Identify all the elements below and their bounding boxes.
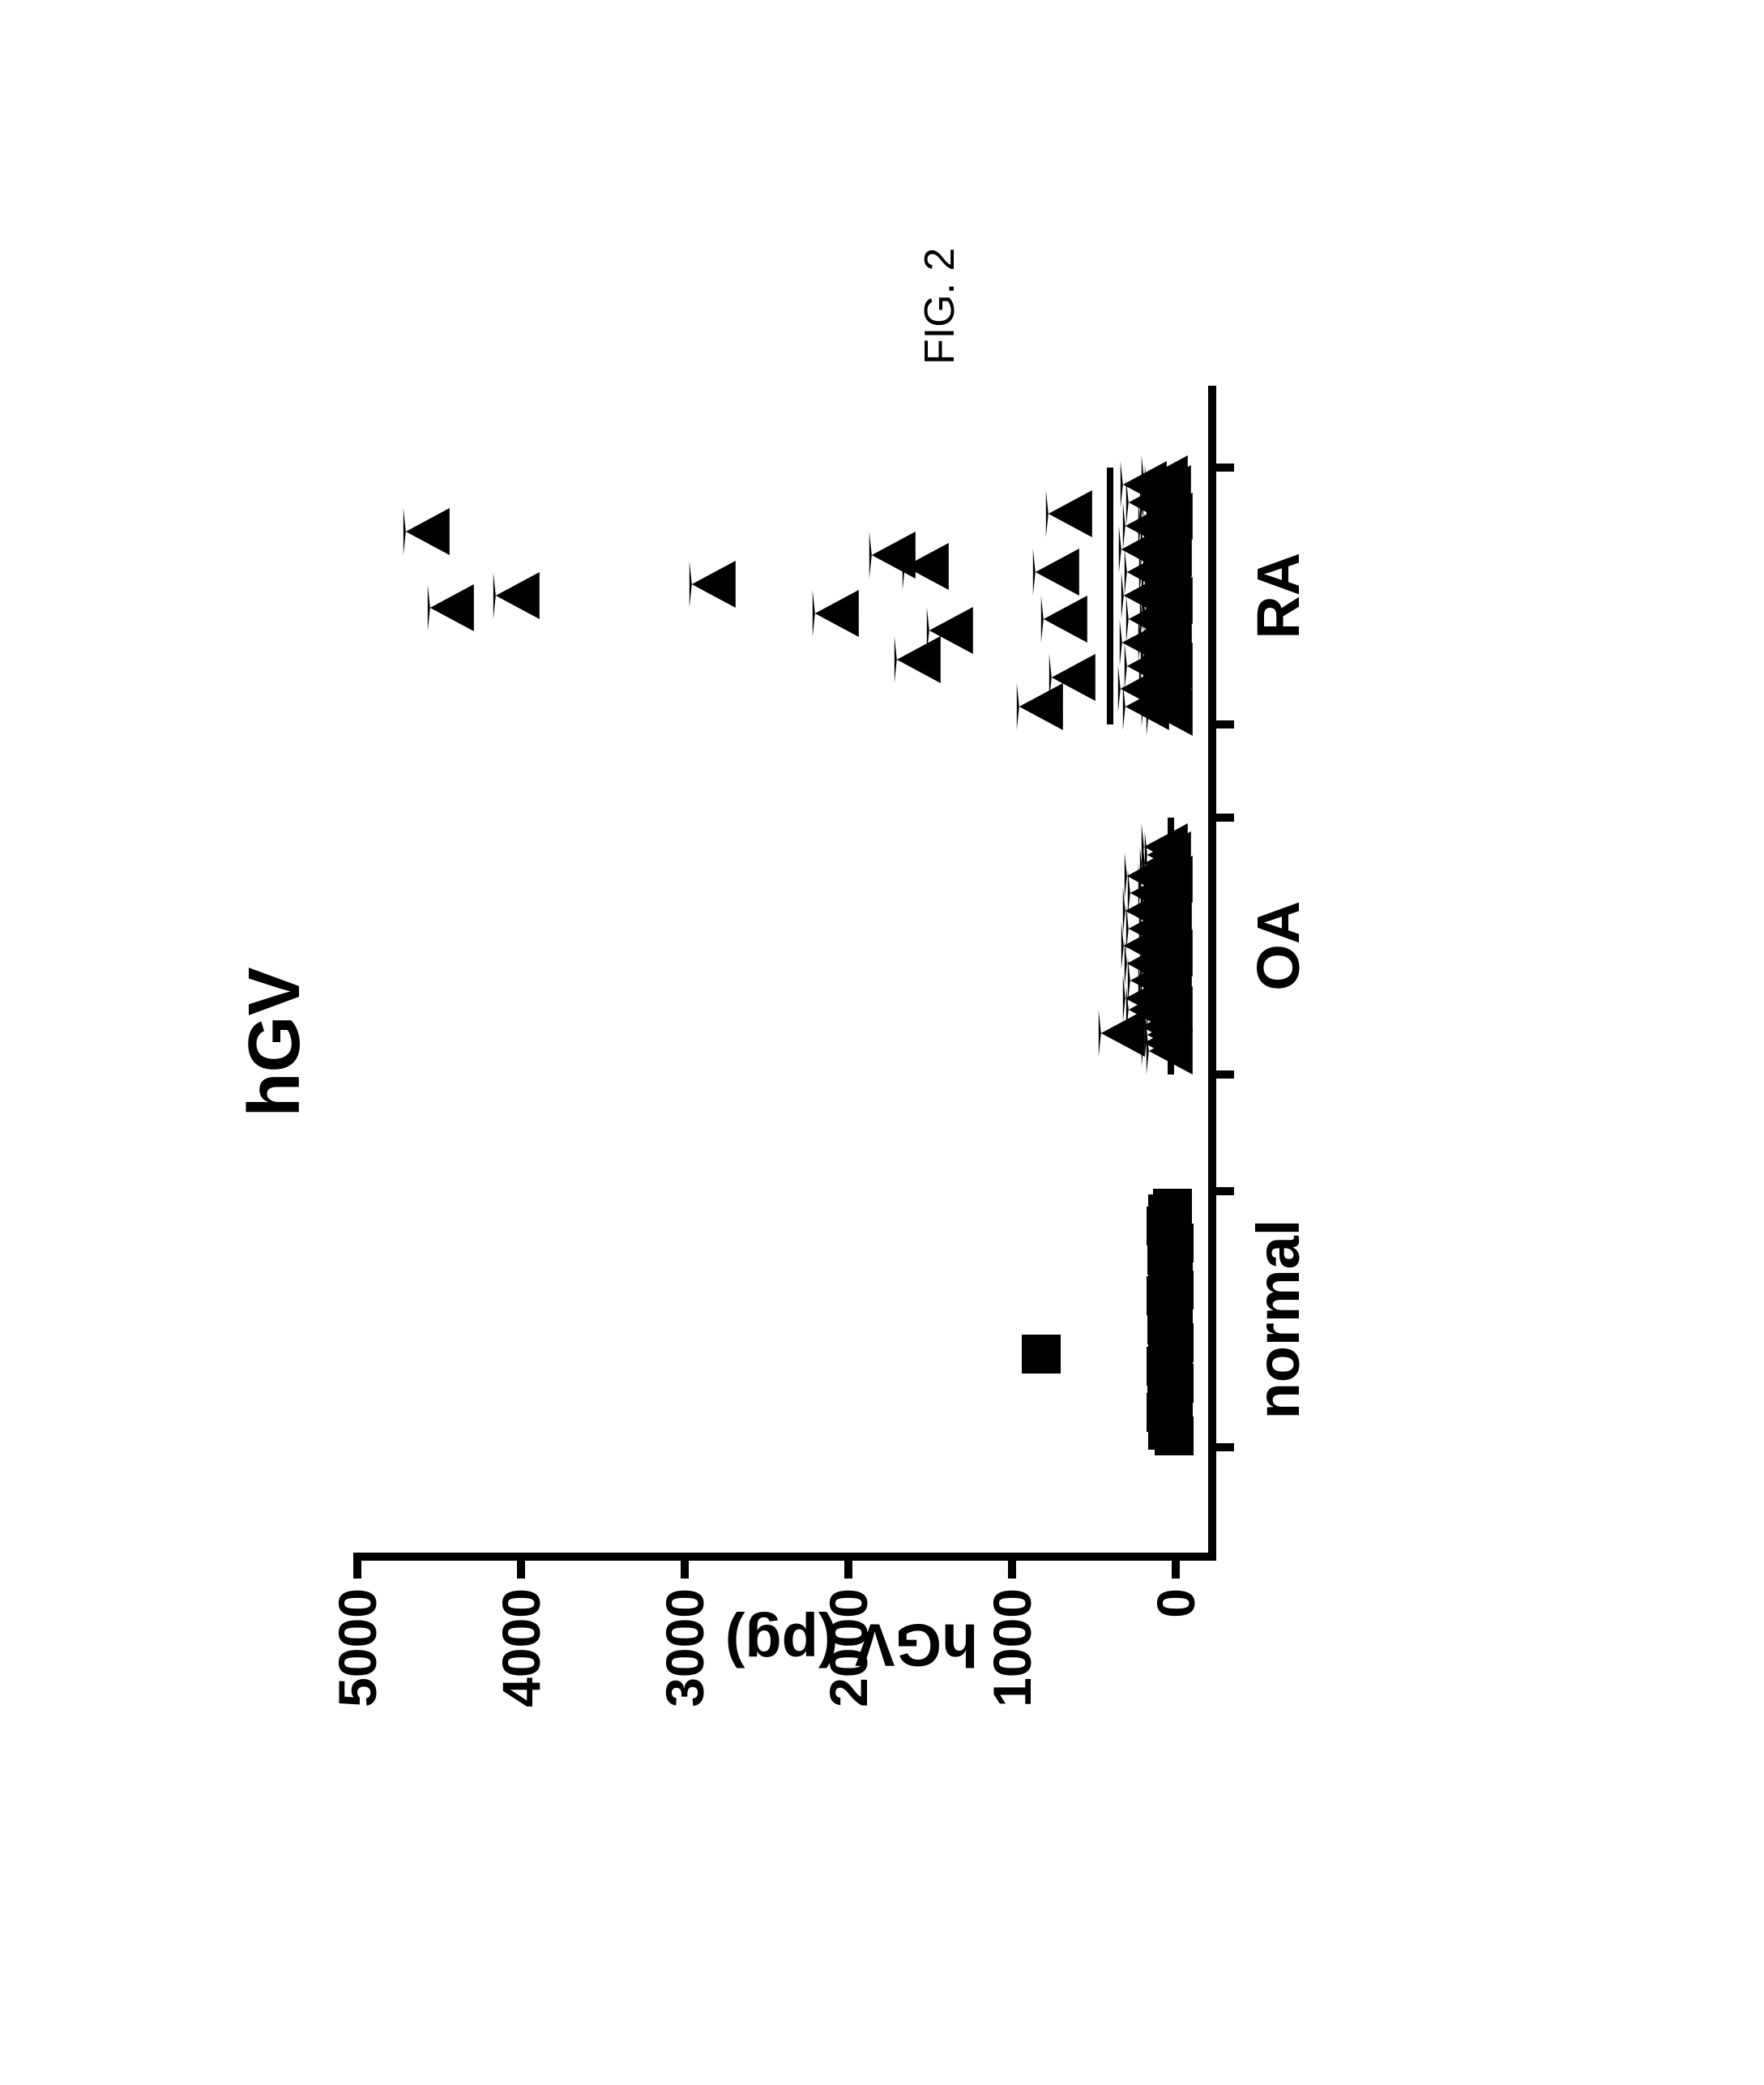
y-tick	[844, 1553, 852, 1579]
y-tick-label: 3000	[654, 1588, 715, 1707]
x-tick	[1208, 1070, 1234, 1079]
x-tick-label: RA	[1244, 553, 1313, 639]
x-tick	[1208, 720, 1234, 728]
page: FIG. 2 hGV hGV (pg) 01000200030004000500…	[0, 0, 1764, 2085]
x-tick	[1208, 1187, 1234, 1195]
x-tick	[1208, 814, 1234, 822]
y-tick-label: 0	[1145, 1588, 1207, 1618]
x-tick	[1208, 464, 1234, 472]
y-tick	[1008, 1553, 1016, 1579]
data-point	[690, 561, 736, 608]
data-point	[1046, 490, 1092, 537]
y-tick-label: 5000	[327, 1588, 388, 1707]
y-tick	[681, 1553, 689, 1579]
y-tick-label: 2000	[818, 1588, 879, 1707]
data-point	[428, 584, 474, 631]
data-point	[1022, 1335, 1061, 1374]
data-point	[1033, 549, 1079, 596]
data-point	[1049, 654, 1096, 701]
y-tick-label: 4000	[490, 1588, 552, 1707]
data-point	[1041, 596, 1087, 643]
y-tick	[353, 1553, 361, 1579]
data-point	[404, 508, 450, 555]
data-point	[1125, 852, 1171, 899]
y-tick	[517, 1553, 525, 1579]
data-point	[927, 607, 973, 654]
median-line	[1107, 468, 1113, 724]
data-point	[1121, 461, 1167, 508]
x-tick-label: normal	[1244, 1220, 1313, 1420]
x-tick-label: OA	[1244, 901, 1313, 991]
plot-outer: hGV (pg) 010002000300040005000normalOARA	[325, 313, 1378, 1771]
data-point	[869, 532, 916, 579]
y-tick	[1172, 1553, 1180, 1579]
x-tick	[1208, 1443, 1234, 1451]
chart-title: hGV	[233, 313, 317, 1771]
data-point	[812, 590, 858, 637]
y-tick-label: 1000	[981, 1588, 1043, 1707]
data-point	[493, 572, 540, 619]
plot-area: 010002000300040005000normalOARA	[357, 386, 1216, 1561]
chart: hGV hGV (pg) 010002000300040005000normal…	[233, 313, 1449, 1771]
data-point	[1153, 1189, 1192, 1228]
